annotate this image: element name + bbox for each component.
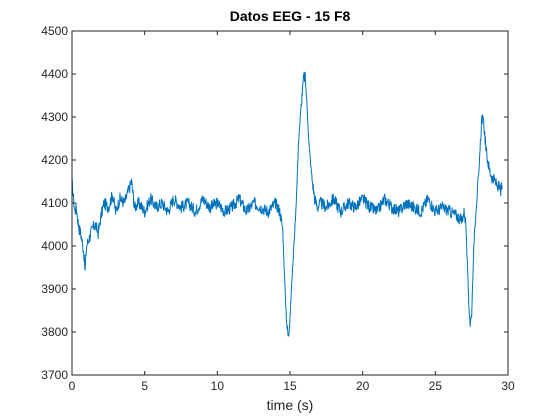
x-tick-label: 25 [429, 379, 443, 393]
chart-title: Datos EEG - 15 F8 [230, 8, 351, 24]
y-tick-label: 4100 [41, 196, 68, 210]
y-tick-label: 4500 [41, 24, 68, 38]
y-tick-label: 3800 [41, 325, 68, 339]
series-line-0 [71, 71, 503, 337]
x-tick-label: 0 [69, 379, 76, 393]
y-tick-label: 4300 [41, 110, 68, 124]
x-tick-label: 10 [211, 379, 225, 393]
x-axis-label: time (s) [267, 397, 314, 413]
x-tick-label: 20 [356, 379, 370, 393]
x-tick-label: 5 [141, 379, 148, 393]
series-layer [71, 71, 503, 337]
y-tick-label: 3900 [41, 282, 68, 296]
y-tick-label: 4400 [41, 67, 68, 81]
y-tick-label: 4000 [41, 239, 68, 253]
x-tick-label: 15 [283, 379, 297, 393]
ticks-layer: 0 5 10 15 20 25 30 3700 3800 3900 4000 4100 4200 4300… [41, 24, 515, 393]
y-tick-label: 4200 [41, 153, 68, 167]
y-tick-label: 3700 [41, 368, 68, 382]
x-tick-label: 30 [501, 379, 515, 393]
